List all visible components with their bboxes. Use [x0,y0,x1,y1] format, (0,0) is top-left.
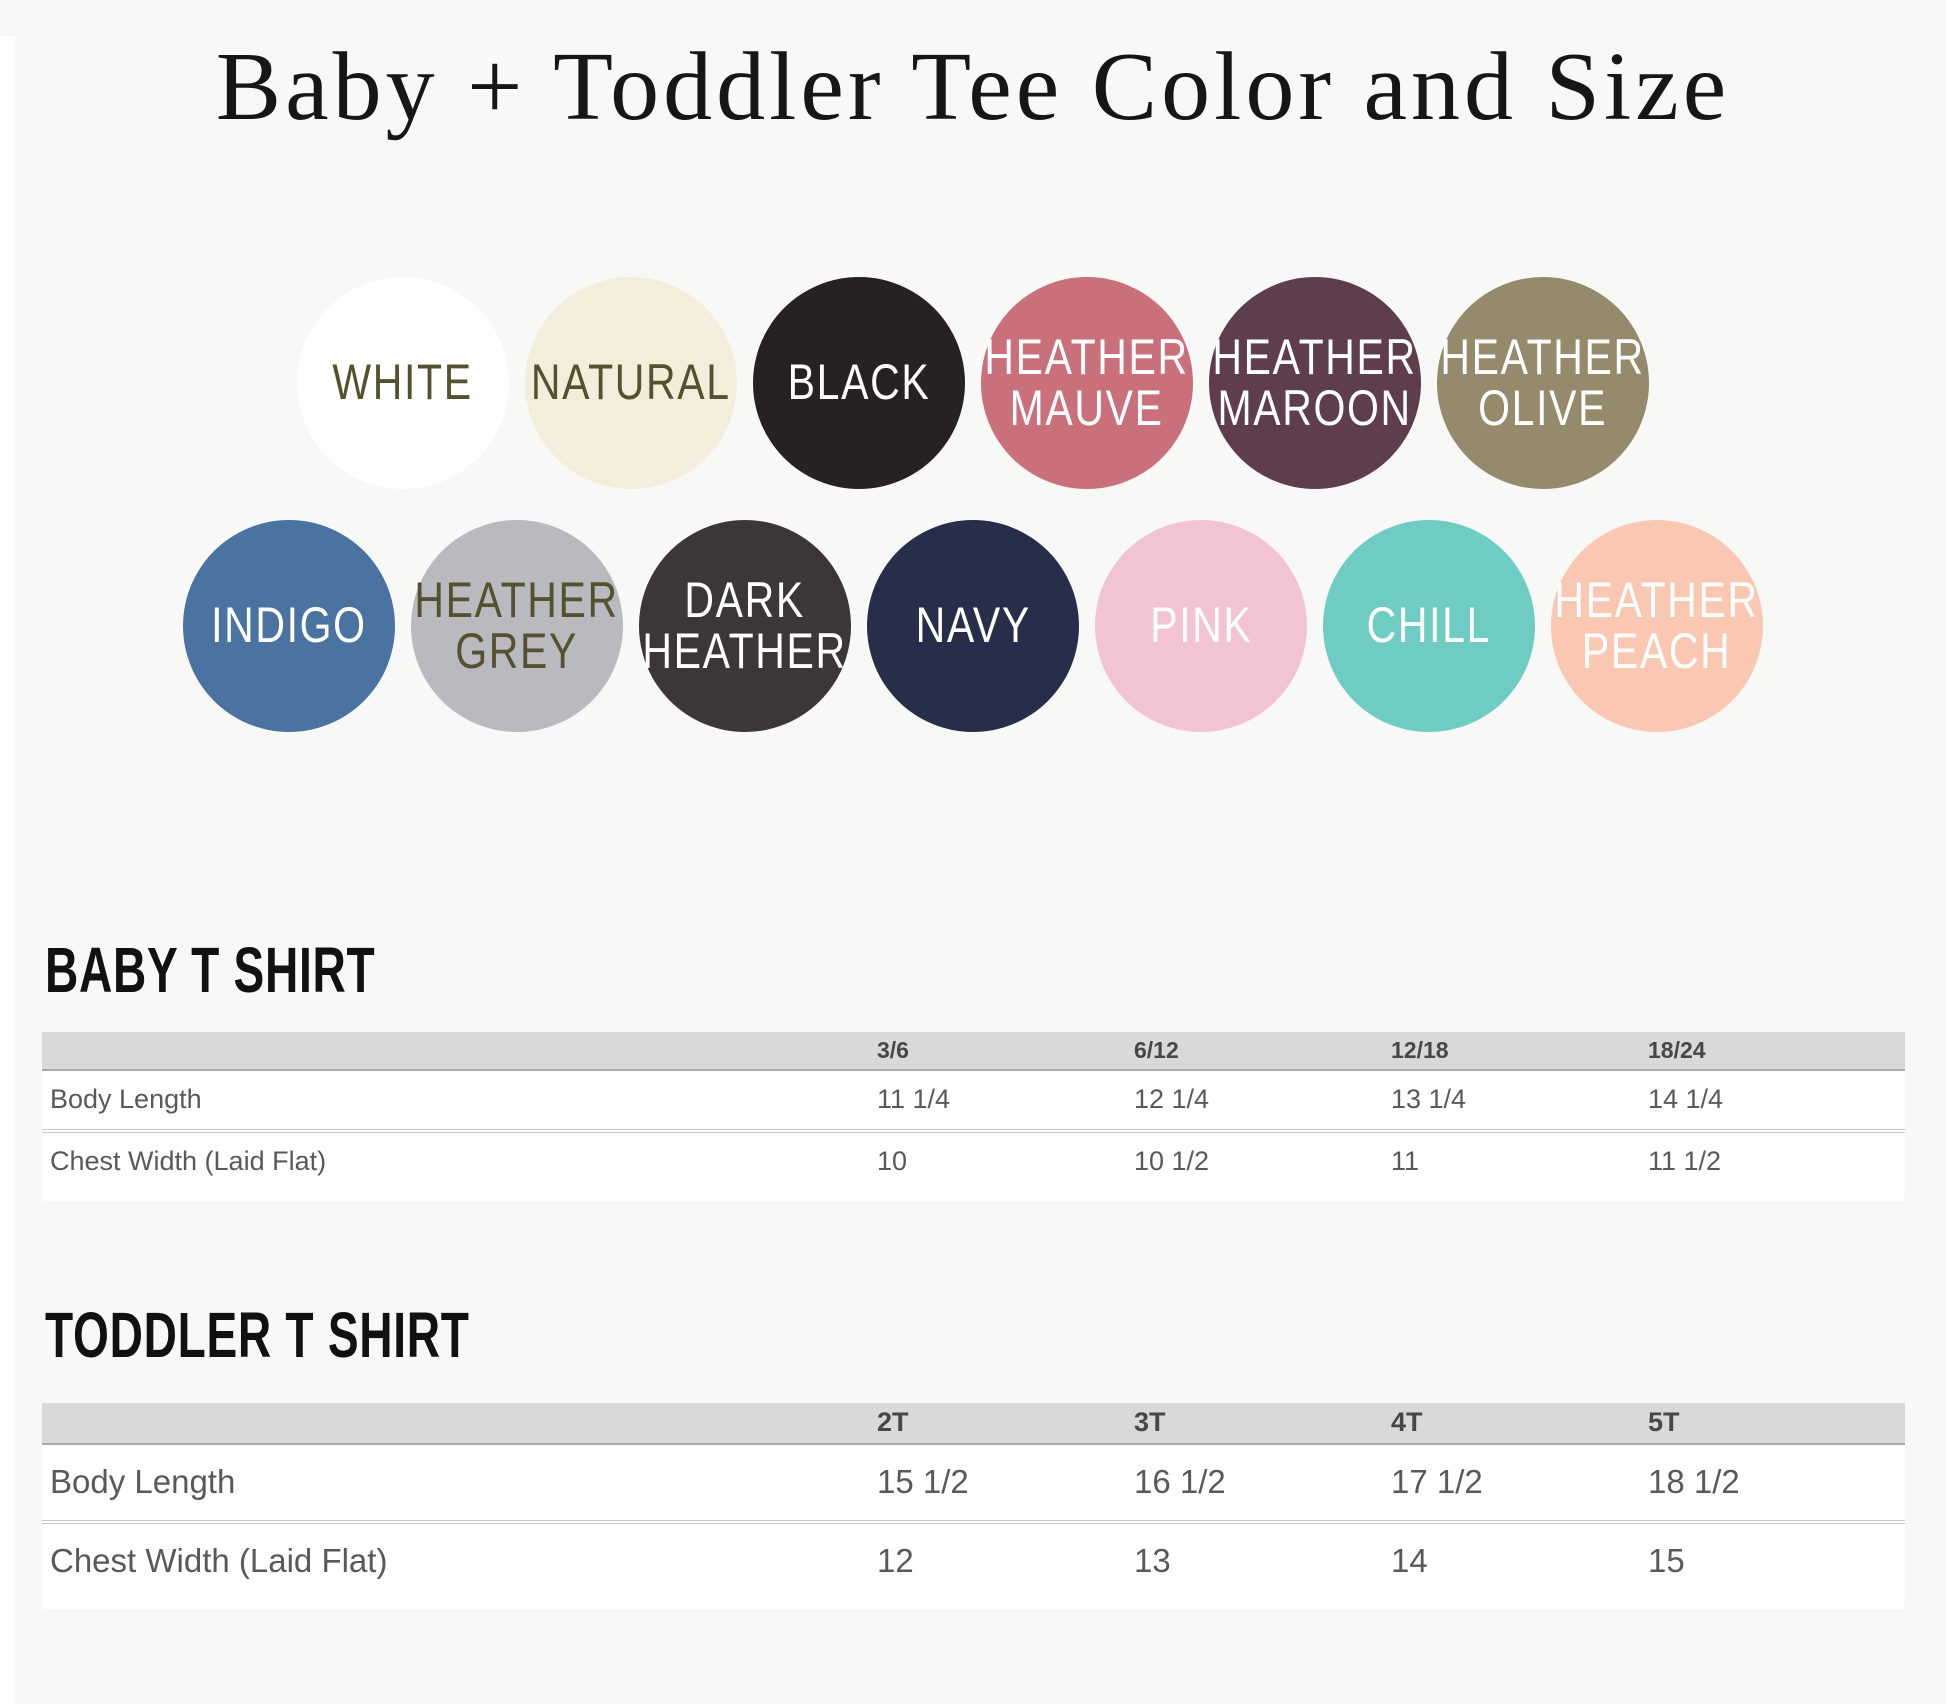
color-swatch-label: WHITE [332,354,474,411]
baby-body-length-6-12: 12 1/4 [1134,1069,1391,1131]
color-swatch-label: HEATHER GREY [414,571,620,679]
color-swatch-heather-mauve: HEATHER MAUVE [981,276,1193,489]
color-swatch-navy: NAVY [867,519,1079,732]
color-swatch-white: WHITE [297,276,509,489]
baby-chest-width-18-24: 11 1/2 [1648,1128,1905,1191]
color-swatch-natural: NATURAL [525,276,737,489]
toddler-body-length-label: Body Length [42,1443,877,1522]
baby-size-table: 3/6 6/12 12/18 18/24 Body Length 11 1/4 … [42,1031,1905,1201]
baby-chest-width-3-6: 10 [877,1128,1134,1191]
table-row: Body Length 11 1/4 12 1/4 13 1/4 14 1/4 [42,1069,1905,1131]
color-row-1: WHITE NATURAL BLACK HEATHER MAUVE HEATHER… [0,276,1946,489]
color-swatch-label: INDIGO [211,597,367,654]
baby-header-6-12: 6/12 [1134,1031,1391,1071]
toddler-chest-width-4t: 14 [1391,1519,1648,1599]
baby-chest-width-12-18: 11 [1391,1128,1648,1191]
baby-header-blank [42,1031,877,1071]
baby-header-3-6: 3/6 [877,1031,1134,1071]
baby-table-header-row: 3/6 6/12 12/18 18/24 [42,1031,1905,1071]
color-swatch-label: CHILL [1366,597,1492,654]
color-swatch-black: BLACK [753,276,965,489]
toddler-tshirt-heading: TODDLER T SHIRT [45,1298,470,1371]
color-swatch-label: HEATHER MAUVE [984,328,1190,436]
toddler-body-length-4t: 17 1/2 [1391,1443,1648,1522]
baby-chest-width-6-12: 10 1/2 [1134,1128,1391,1191]
color-swatch-heather-olive: HEATHER OLIVE [1437,276,1649,489]
color-swatch-label: HEATHER PEACH [1554,571,1760,679]
baby-body-length-12-18: 13 1/4 [1391,1069,1648,1131]
color-swatch-dark-heather: DARK HEATHER [639,519,851,732]
toddler-header-4t: 4T [1391,1402,1648,1445]
baby-header-18-24: 18/24 [1648,1031,1905,1071]
baby-body-length-3-6: 11 1/4 [877,1069,1134,1131]
color-swatch-heather-maroon: HEATHER MAROON [1209,276,1421,489]
color-swatch-label: PINK [1149,597,1253,654]
toddler-header-blank [42,1402,877,1445]
toddler-chest-width-5t: 15 [1648,1519,1905,1599]
baby-body-length-18-24: 14 1/4 [1648,1069,1905,1131]
toddler-body-length-5t: 18 1/2 [1648,1443,1905,1522]
toddler-body-length-2t: 15 1/2 [877,1443,1134,1522]
toddler-size-table: 2T 3T 4T 5T Body Length 15 1/2 16 1/2 17… [42,1402,1905,1609]
color-swatch-label: NATURAL [531,354,731,411]
toddler-header-2t: 2T [877,1402,1134,1445]
table-row: Body Length 15 1/2 16 1/2 17 1/2 18 1/2 [42,1443,1905,1522]
color-swatch-area: WHITE NATURAL BLACK HEATHER MAUVE HEATHER… [0,276,1946,732]
color-swatch-label: DARK HEATHER [642,571,848,679]
page-title: Baby + Toddler Tee Color and Size [215,33,1731,141]
toddler-chest-width-3t: 13 [1134,1519,1391,1599]
color-swatch-chill: CHILL [1323,519,1535,732]
color-swatch-heather-peach: HEATHER PEACH [1551,519,1763,732]
toddler-chest-width-label: Chest Width (Laid Flat) [42,1519,877,1599]
color-row-2: INDIGO HEATHER GREY DARK HEATHER NAVY PINK… [0,519,1946,732]
color-swatch-label: NAVY [915,597,1031,654]
toddler-header-3t: 3T [1134,1402,1391,1445]
color-swatch-heather-grey: HEATHER GREY [411,519,623,732]
toddler-chest-width-2t: 12 [877,1519,1134,1599]
color-swatch-label: HEATHER OLIVE [1440,328,1646,436]
baby-tshirt-heading: BABY T SHIRT [45,933,376,1006]
baby-chest-width-label: Chest Width (Laid Flat) [42,1128,877,1191]
color-swatch-indigo: INDIGO [183,519,395,732]
color-swatch-pink: PINK [1095,519,1307,732]
table-row: Chest Width (Laid Flat) 10 10 1/2 11 11 … [42,1128,1905,1191]
page-left-margin [0,36,15,1704]
color-swatch-label: HEATHER MAROON [1212,328,1418,436]
toddler-table-header-row: 2T 3T 4T 5T [42,1402,1905,1445]
table-row: Chest Width (Laid Flat) 12 13 14 15 [42,1519,1905,1599]
baby-header-12-18: 12/18 [1391,1031,1648,1071]
toddler-body-length-3t: 16 1/2 [1134,1443,1391,1522]
toddler-header-5t: 5T [1648,1402,1905,1445]
color-swatch-label: BLACK [787,354,931,411]
baby-body-length-label: Body Length [42,1069,877,1131]
